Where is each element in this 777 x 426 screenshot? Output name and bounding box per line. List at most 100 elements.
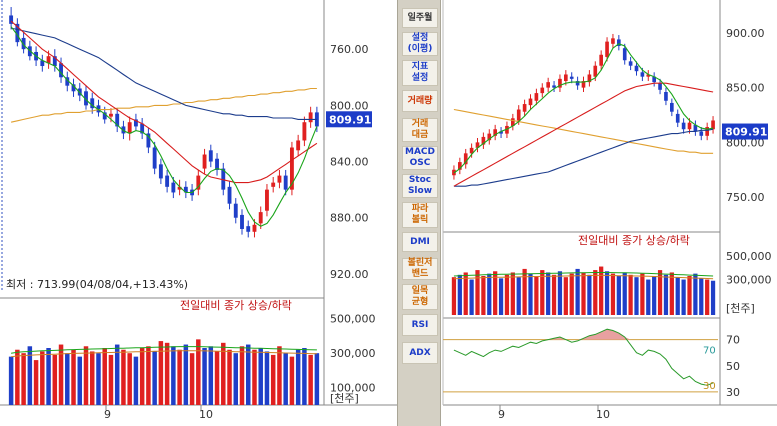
left-price-candle xyxy=(102,112,107,120)
right-volume-bar xyxy=(699,278,704,315)
left-volume-bar xyxy=(139,348,145,405)
left-price-candle xyxy=(296,140,301,151)
left-volume-tick-label: 500,000 xyxy=(330,313,376,326)
right-volume-bar xyxy=(669,272,674,315)
left-volume-bar xyxy=(102,348,107,405)
sidebar-button[interactable]: 볼린저 밴드 xyxy=(402,258,438,280)
sidebar-button[interactable]: MACD OSC xyxy=(402,146,438,170)
left-price-tick-label: 800.00 xyxy=(330,99,369,112)
right-volume-legend: 전일대비 종가 상승/하락 xyxy=(578,233,690,247)
left-volume-avg-line xyxy=(11,346,317,354)
right-volume-bar xyxy=(652,276,657,315)
left-price-tick-label: 840.00 xyxy=(330,156,369,169)
sidebar-button[interactable]: ADX xyxy=(402,342,438,364)
sidebar-button[interactable]: 지표 설정 xyxy=(402,60,438,86)
left-volume-bar xyxy=(33,360,39,405)
right-x-tick-label: 10 xyxy=(596,408,610,421)
left-volume-legend: 전일대비 종가 상승/하락 xyxy=(180,298,292,312)
right-volume-bar xyxy=(522,268,527,315)
left-volume-bar xyxy=(65,353,70,405)
left-price-candle xyxy=(283,175,288,190)
left-volume-bar xyxy=(52,354,58,405)
left-price-ma20-line xyxy=(10,20,318,184)
right-volume-tick-label: 300,000 xyxy=(726,274,772,287)
right-volume-bar xyxy=(610,273,616,315)
sidebar-button[interactable]: 일주월 xyxy=(402,8,438,28)
left-price-candle xyxy=(252,224,257,232)
right-price-candle xyxy=(593,65,598,77)
left-volume-bar xyxy=(308,354,313,405)
right-volume-bar xyxy=(593,270,598,315)
sidebar-button[interactable]: 파라 볼릭 xyxy=(402,202,438,228)
right-price-candle xyxy=(628,61,633,66)
left-volume-bar xyxy=(8,356,14,405)
right-price-ma20-line xyxy=(453,82,714,187)
left-volume-bar xyxy=(108,354,114,405)
left-price-candle xyxy=(146,133,151,148)
left-volume-bar xyxy=(127,353,132,405)
left-price-candle xyxy=(15,23,20,43)
left-volume-bar xyxy=(158,341,164,405)
left-price-candles xyxy=(9,7,319,238)
sidebar-button[interactable]: 설정 (이평) xyxy=(402,32,438,56)
right-pane-bg xyxy=(441,0,777,426)
sidebar-button[interactable]: RSI xyxy=(402,314,438,336)
sidebar-button[interactable]: 거래량 xyxy=(402,90,438,112)
right-price-candle xyxy=(640,72,645,77)
left-price-candle xyxy=(52,56,57,67)
sidebar-button[interactable]: Stoc Slow xyxy=(402,174,438,198)
sidebar-button[interactable]: 거래 대금 xyxy=(402,118,438,142)
right-price-candle xyxy=(670,102,674,112)
right-volume-bar xyxy=(675,277,680,315)
left-volume-bar xyxy=(58,344,64,405)
right-price-candle xyxy=(475,142,480,148)
left-price-candle xyxy=(277,175,282,183)
left-volume-bar xyxy=(221,342,226,405)
right-volume-bar xyxy=(587,274,592,315)
left-volume-bar xyxy=(245,344,251,405)
left-volume-tick-label: 300,000 xyxy=(330,347,376,360)
right-price-candle xyxy=(458,162,462,170)
left-volume-bar xyxy=(83,346,89,405)
right-volume-bar xyxy=(451,277,457,315)
right-price-candle xyxy=(516,109,521,121)
right-volume-unit: [천주] xyxy=(726,301,755,315)
right-volume-bar xyxy=(663,274,669,315)
left-volume-tick-label: 100,000 xyxy=(330,382,376,395)
left-price-candle xyxy=(302,122,307,141)
right-volume-avg2-line xyxy=(453,274,714,280)
right-volume-bar xyxy=(646,279,651,315)
left-price-candle xyxy=(90,98,95,109)
left-volume-bar xyxy=(208,346,214,405)
left-volume-bar xyxy=(283,353,288,405)
right-current-price-box xyxy=(722,123,768,140)
left-volume-bar xyxy=(252,349,257,405)
left-volume-bar xyxy=(15,349,20,405)
sidebar-button[interactable]: 일목 균형 xyxy=(402,284,438,310)
right-volume-bar xyxy=(640,273,645,315)
right-volume-bar xyxy=(534,276,539,315)
left-price-candle xyxy=(233,203,238,218)
left-price-candle xyxy=(127,122,132,134)
right-price-candle xyxy=(711,120,715,130)
sidebar-button[interactable]: DMI xyxy=(402,232,438,252)
left-price-candle xyxy=(227,186,232,204)
right-volume-bar xyxy=(705,279,710,315)
left-volume-bar xyxy=(302,348,307,405)
right-price-candle xyxy=(646,74,651,77)
right-volume-bar xyxy=(569,273,574,315)
right-price-candle xyxy=(664,92,668,101)
right-volume-bar xyxy=(475,270,480,315)
left-price-candle xyxy=(65,77,70,86)
left-price-candle xyxy=(9,15,14,24)
left-volume-bar xyxy=(214,351,220,405)
right-price-candle xyxy=(675,113,680,123)
left-volume-bar xyxy=(227,349,232,405)
left-volume-bar xyxy=(289,356,295,405)
right-volume-bar xyxy=(510,272,515,315)
left-volume-bar xyxy=(152,351,157,405)
right-volume-bar xyxy=(693,273,698,315)
right-price-tick-label: 900.00 xyxy=(726,27,765,40)
right-volume-bar xyxy=(528,273,533,315)
